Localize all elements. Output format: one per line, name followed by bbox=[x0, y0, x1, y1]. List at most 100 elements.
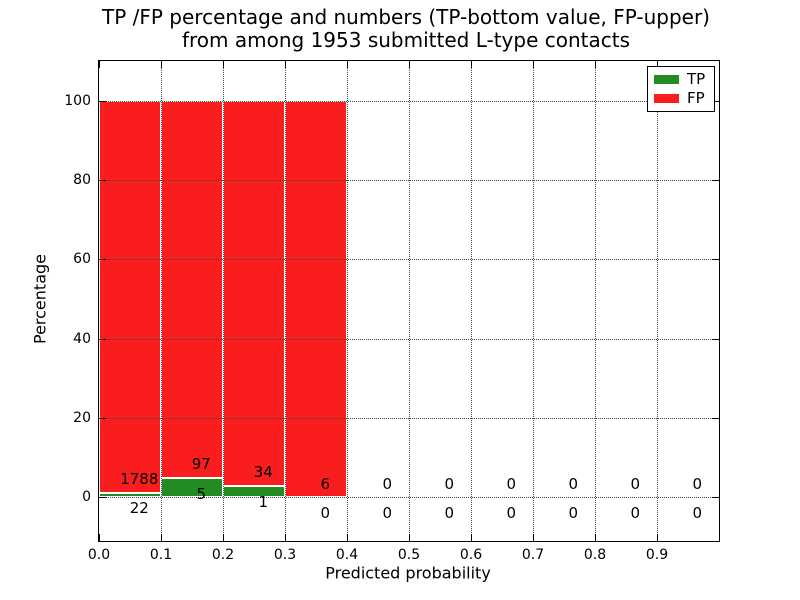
gridline-vertical bbox=[595, 61, 596, 541]
x-tick-label: 0.3 bbox=[273, 547, 297, 563]
gridline-horizontal bbox=[99, 180, 719, 181]
y-tickmark-right bbox=[712, 497, 719, 499]
y-tick-label: 20 bbox=[73, 410, 91, 427]
legend-label-fp: FP bbox=[687, 88, 705, 107]
x-tickmark-bottom bbox=[223, 534, 224, 541]
gridline-horizontal bbox=[99, 497, 719, 499]
y-tickmark-left bbox=[99, 100, 106, 102]
x-tickmark-top bbox=[409, 61, 410, 68]
y-tick-label: 80 bbox=[73, 172, 91, 188]
annotation-tp-count: 0 bbox=[320, 504, 331, 523]
y-tickmark-left bbox=[99, 338, 106, 340]
x-axis-label: Predicted probability bbox=[325, 563, 491, 583]
legend-swatch-tp-icon bbox=[654, 75, 679, 85]
annotation-fp-count: 0 bbox=[382, 474, 393, 493]
x-tickmark-bottom bbox=[409, 534, 410, 541]
x-tickmark-top bbox=[657, 61, 658, 68]
x-tickmark-bottom bbox=[161, 534, 162, 541]
annotation-fp-count: 1788 bbox=[120, 470, 159, 489]
gridline-vertical bbox=[161, 61, 162, 541]
y-tickmark-left bbox=[99, 259, 106, 261]
y-tick-label: 0 bbox=[82, 489, 91, 506]
bar-segment-tp bbox=[99, 492, 161, 498]
legend-entry-tp: TP bbox=[654, 72, 708, 87]
y-tickmark-right bbox=[712, 100, 719, 102]
annotation-fp-count: 0 bbox=[444, 474, 455, 493]
x-tickmark-bottom bbox=[347, 534, 348, 541]
x-tickmark-top bbox=[285, 61, 286, 68]
annotation-fp-count: 0 bbox=[630, 474, 641, 493]
x-tickmark-top bbox=[161, 61, 162, 68]
y-tickmark-right bbox=[712, 259, 719, 261]
x-tickmark-top bbox=[223, 61, 224, 68]
chart-title: TP /FP percentage and numbers (TP-bottom… bbox=[102, 6, 710, 52]
x-tickmark-bottom bbox=[471, 534, 472, 541]
x-tickmark-top bbox=[595, 61, 596, 68]
x-tickmark-bottom bbox=[657, 534, 658, 541]
annotation-fp-count: 34 bbox=[253, 463, 273, 482]
bar-segment-fp bbox=[285, 100, 347, 498]
y-tick-label: 60 bbox=[73, 251, 91, 268]
annotation-tp-count: 0 bbox=[630, 504, 641, 523]
chart-title-line1: TP /FP percentage and numbers (TP-bottom… bbox=[102, 5, 710, 29]
annotation-tp-count: 22 bbox=[129, 499, 149, 518]
legend-swatch-fp-icon bbox=[654, 93, 679, 103]
gridline-horizontal bbox=[99, 338, 719, 340]
annotation-tp-count: 0 bbox=[506, 504, 517, 523]
annotation-fp-count: 0 bbox=[692, 474, 703, 493]
x-tick-label: 0.8 bbox=[583, 547, 607, 563]
bar-segment-fp bbox=[223, 100, 285, 486]
annotation-tp-count: 0 bbox=[444, 504, 455, 523]
x-tick-label: 0.2 bbox=[211, 547, 235, 563]
chart-title-line2: from among 1953 submitted L-type contact… bbox=[181, 28, 631, 52]
y-tickmark-right bbox=[712, 418, 719, 420]
x-tick-label: 0.4 bbox=[335, 547, 359, 563]
annotation-fp-count: 6 bbox=[320, 474, 331, 493]
gridline-vertical bbox=[409, 61, 410, 541]
gridline-vertical bbox=[471, 61, 472, 541]
y-axis-label: Percentage bbox=[30, 253, 50, 345]
x-tickmark-bottom bbox=[285, 534, 286, 541]
bar-segment-fp bbox=[99, 100, 161, 493]
x-tickmark-top bbox=[471, 61, 472, 68]
gridline-horizontal bbox=[99, 418, 719, 420]
x-tickmark-bottom bbox=[99, 534, 100, 541]
legend-label-tp: TP bbox=[687, 70, 706, 89]
annotation-fp-count: 0 bbox=[506, 474, 517, 493]
gridline-vertical bbox=[285, 61, 286, 541]
x-tickmark-top bbox=[533, 61, 534, 68]
legend-entry-fp: FP bbox=[654, 88, 708, 107]
x-tickmark-top bbox=[99, 61, 100, 68]
x-tick-label: 0.1 bbox=[149, 547, 173, 563]
gridline-vertical bbox=[347, 61, 348, 541]
annotation-fp-count: 97 bbox=[191, 455, 211, 474]
bar-segment-fp bbox=[161, 100, 223, 478]
annotation-tp-count: 5 bbox=[196, 484, 207, 503]
y-tick-label: 40 bbox=[73, 330, 91, 347]
gridline-horizontal bbox=[99, 100, 719, 102]
annotation-tp-count: 0 bbox=[692, 504, 703, 523]
x-tick-label: 0.9 bbox=[645, 547, 669, 563]
y-tick-label: 100 bbox=[64, 92, 91, 109]
y-tickmark-right bbox=[712, 180, 719, 181]
x-tick-label: 0.5 bbox=[397, 547, 421, 563]
y-tickmark-left bbox=[99, 180, 106, 181]
gridline-horizontal bbox=[99, 259, 719, 261]
x-tick-label: 0.6 bbox=[459, 547, 483, 563]
annotation-tp-count: 0 bbox=[382, 504, 393, 523]
x-tickmark-bottom bbox=[595, 534, 596, 541]
x-tick-label: 0.7 bbox=[521, 547, 545, 563]
x-tick-label: 0.0 bbox=[87, 547, 111, 563]
x-tickmark-top bbox=[347, 61, 348, 68]
plot-area: 0.0 0.1 0.2 0.3 0.4 0.5 0.6 0.7 0.8 0.9 0 20 40 60 80 1… bbox=[64, 60, 720, 563]
x-tickmark-bottom bbox=[533, 534, 534, 541]
gridline-vertical bbox=[533, 61, 534, 541]
legend: TP FP bbox=[647, 66, 715, 112]
annotation-fp-count: 0 bbox=[568, 474, 579, 493]
gridline-vertical bbox=[223, 61, 224, 541]
y-tickmark-left bbox=[99, 418, 106, 420]
y-tickmark-left bbox=[99, 497, 106, 499]
annotation-tp-count: 1 bbox=[258, 492, 269, 511]
y-tickmark-right bbox=[712, 338, 719, 340]
